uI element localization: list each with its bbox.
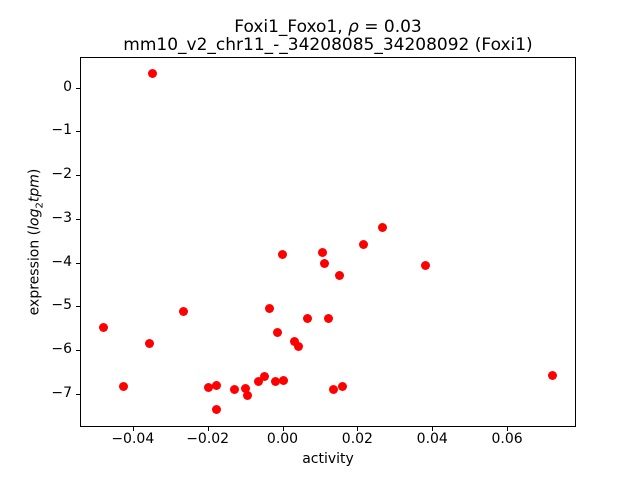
- x-axis-tick-label: 0.04: [416, 431, 448, 447]
- data-point: [271, 377, 281, 386]
- y-axis-tick: [76, 87, 80, 89]
- x-axis-tick-label: 0.00: [266, 431, 299, 447]
- data-point: [358, 240, 368, 250]
- x-axis-label: activity: [302, 451, 354, 467]
- data-point: [324, 314, 334, 324]
- x-axis-tick: [507, 427, 509, 431]
- x-axis-tick-label: −0.02: [186, 431, 230, 447]
- y-axis-tick-label: −1: [51, 122, 72, 139]
- data-point: [420, 261, 430, 271]
- data-point: [203, 382, 213, 392]
- data-point: [289, 337, 299, 347]
- data-point: [259, 372, 269, 382]
- data-point: [99, 322, 109, 332]
- data-point: [242, 391, 252, 400]
- data-point: [317, 248, 327, 258]
- data-point: [148, 68, 158, 78]
- chart-title-line1: Foxi1_Foxo1, ρ = 0.03: [80, 19, 576, 36]
- chart-subtitle: mm10_v2_chr11_-_34208085_34208092 (Foxi1…: [123, 35, 533, 55]
- data-point: [294, 341, 304, 351]
- data-point: [303, 313, 313, 323]
- data-point: [378, 223, 388, 233]
- y-axis-tick: [76, 393, 80, 395]
- x-axis-tick: [207, 427, 209, 431]
- y-axis-tick: [76, 350, 80, 352]
- data-point: [272, 328, 282, 338]
- data-point: [118, 381, 128, 391]
- title-suffix: = 0.03: [358, 17, 422, 37]
- ylabel-subscript: 2: [34, 202, 46, 209]
- x-axis-tick: [357, 427, 359, 431]
- data-point: [337, 381, 347, 391]
- data-point: [278, 250, 288, 260]
- y-axis-tick: [76, 175, 80, 177]
- y-axis-tick-label: −6: [51, 341, 72, 358]
- y-axis-label: expression (log2tpm): [27, 169, 46, 316]
- y-axis-tick: [76, 218, 80, 220]
- data-point: [547, 371, 557, 381]
- data-point: [335, 271, 345, 281]
- plot-area: [80, 57, 576, 427]
- x-axis-tick: [432, 427, 434, 431]
- chart-title: Foxi1_Foxo1, ρ = 0.03 mm10_v2_chr11_-_34…: [80, 19, 576, 54]
- y-axis-tick: [76, 262, 80, 264]
- y-axis-tick-label: −5: [51, 297, 72, 314]
- data-point: [229, 384, 239, 394]
- data-point: [144, 338, 154, 348]
- y-axis-tick-label: −7: [51, 384, 72, 401]
- y-axis-tick-label: −2: [51, 166, 72, 183]
- y-axis-tick-label: −4: [51, 253, 72, 270]
- x-axis-tick-label: −0.04: [111, 431, 155, 447]
- data-point: [253, 376, 263, 386]
- title-rho-symbol: ρ: [348, 17, 359, 37]
- data-point: [328, 384, 338, 394]
- x-axis-tick: [132, 427, 134, 431]
- data-point: [279, 376, 289, 386]
- x-axis-tick-label: 0.06: [491, 431, 523, 447]
- y-axis-tick: [76, 131, 80, 133]
- data-point: [319, 259, 329, 269]
- data-point: [178, 307, 188, 317]
- x-axis-tick-label: 0.02: [341, 431, 373, 447]
- y-axis-tick: [76, 306, 80, 308]
- data-point: [211, 380, 221, 390]
- title-prefix: Foxi1_Foxo1,: [234, 17, 349, 37]
- x-axis-tick: [282, 427, 284, 431]
- data-point: [211, 404, 221, 414]
- y-axis-tick-label: 0: [63, 78, 72, 95]
- data-point: [241, 383, 251, 393]
- y-axis-tick-label: −3: [51, 209, 72, 226]
- data-point: [264, 304, 274, 314]
